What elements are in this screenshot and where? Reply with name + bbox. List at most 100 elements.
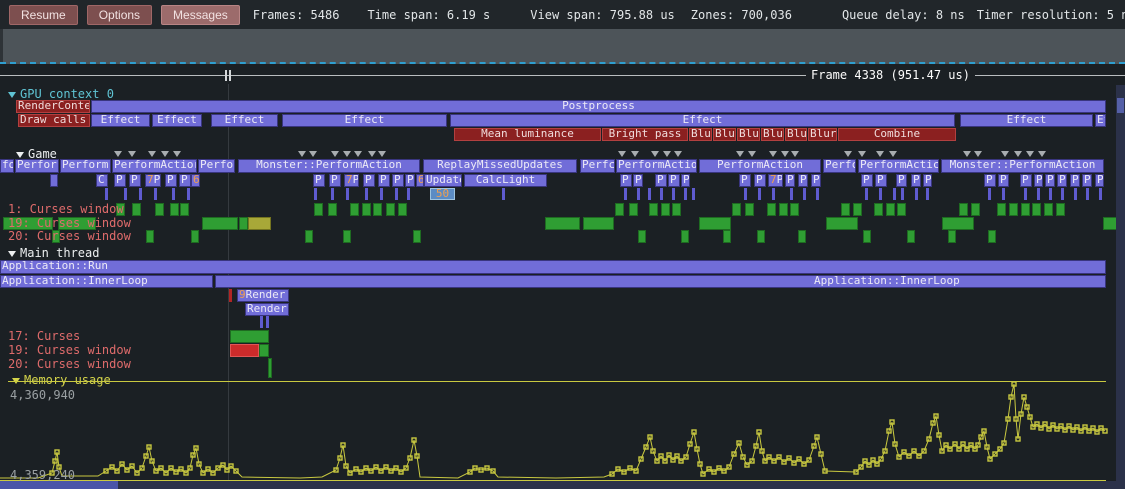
frame-marker-icon[interactable]	[791, 151, 799, 157]
zone[interactable]: P	[798, 174, 808, 187]
zone[interactable]: P	[405, 174, 415, 187]
zone-tick[interactable]	[1061, 188, 1064, 200]
frame-marker-icon[interactable]	[1038, 151, 1046, 157]
frame-marker-icon[interactable]	[378, 151, 386, 157]
zone[interactable]: Draw calls	[18, 114, 90, 127]
zone[interactable]	[661, 203, 670, 216]
zone[interactable]: P	[923, 174, 932, 187]
zone[interactable]	[672, 203, 681, 216]
zone-tick[interactable]	[1037, 188, 1040, 200]
zone-tick[interactable]	[105, 188, 108, 200]
zone-tick[interactable]	[380, 188, 383, 200]
zone[interactable]	[362, 203, 371, 216]
zone[interactable]: P	[633, 174, 643, 187]
zone[interactable]	[826, 217, 858, 230]
zone[interactable]	[649, 203, 658, 216]
zone[interactable]	[386, 203, 395, 216]
zone-tick[interactable]	[893, 188, 896, 200]
zone[interactable]: P	[179, 174, 191, 187]
zone[interactable]: Render	[245, 303, 289, 316]
frame-marker-icon[interactable]	[298, 151, 306, 157]
zone[interactable]: Blur	[713, 128, 736, 141]
frame-marker-icon[interactable]	[769, 151, 777, 157]
zone[interactable]: Effect	[960, 114, 1093, 127]
zone[interactable]: P	[313, 174, 325, 187]
zone-tick[interactable]	[879, 188, 882, 200]
zone[interactable]	[146, 230, 154, 243]
zone-tick[interactable]	[172, 188, 175, 200]
zone-tick[interactable]	[637, 188, 640, 200]
zone[interactable]	[180, 203, 189, 216]
zone[interactable]	[116, 203, 125, 216]
zone-tick[interactable]	[365, 188, 368, 200]
zone[interactable]	[897, 203, 906, 216]
messages-button[interactable]: Messages	[161, 4, 240, 25]
zone[interactable]	[767, 203, 776, 216]
zone[interactable]: P	[129, 174, 141, 187]
zone[interactable]	[248, 217, 271, 230]
zone[interactable]: P	[165, 174, 177, 187]
horizontal-scrollbar[interactable]	[0, 481, 1125, 489]
zone[interactable]: Blu	[785, 128, 807, 141]
zone[interactable]: Perform	[60, 159, 111, 173]
zone-tick[interactable]	[624, 188, 627, 200]
frame-marker-icon[interactable]	[161, 151, 169, 157]
zone[interactable]	[259, 344, 269, 357]
zone[interactable]: P	[875, 174, 887, 187]
zone[interactable]: Perforr	[15, 159, 59, 173]
zone[interactable]: P	[811, 174, 821, 187]
zone[interactable]: PerformActio	[616, 159, 697, 173]
frame-marker-icon[interactable]	[858, 151, 866, 157]
zone-tick[interactable]	[314, 188, 317, 200]
zone-tick[interactable]	[395, 188, 398, 200]
memory-usage-plot[interactable]	[0, 381, 1125, 481]
zone[interactable]: P	[998, 174, 1009, 187]
zone[interactable]	[230, 344, 259, 357]
zone[interactable]	[997, 203, 1006, 216]
zone[interactable]	[155, 203, 164, 216]
zone[interactable]	[132, 203, 141, 216]
zone[interactable]: P	[1045, 174, 1055, 187]
zone[interactable]: 7P	[344, 174, 359, 187]
zone-tick[interactable]	[260, 316, 263, 328]
frame-marker-icon[interactable]	[173, 151, 181, 157]
zone-tick[interactable]	[1086, 188, 1089, 200]
zone-tick[interactable]	[901, 188, 904, 200]
zone[interactable]	[907, 230, 915, 243]
zone-tick[interactable]	[331, 188, 334, 200]
zone[interactable]: P	[392, 174, 404, 187]
frame-marker-icon[interactable]	[651, 151, 659, 157]
zone[interactable]: Update	[424, 174, 462, 187]
zone[interactable]	[841, 203, 850, 216]
zone[interactable]: P	[754, 174, 766, 187]
zone[interactable]: 7P	[768, 174, 783, 187]
zone[interactable]: Monster::PerformAction	[238, 159, 420, 173]
zone[interactable]	[948, 230, 956, 243]
zone[interactable]	[373, 203, 382, 216]
zone[interactable]	[853, 203, 862, 216]
zone-tick[interactable]	[692, 188, 695, 200]
zone[interactable]: P	[984, 174, 996, 187]
zone-tick[interactable]	[154, 188, 157, 200]
zone[interactable]: 6	[416, 174, 424, 187]
zone[interactable]	[305, 230, 313, 243]
zone-tick[interactable]	[865, 188, 868, 200]
zone[interactable]	[1056, 203, 1065, 216]
frame-marker-icon[interactable]	[114, 151, 122, 157]
frame-marker-icon[interactable]	[876, 151, 884, 157]
frames-overview[interactable]	[0, 29, 1125, 64]
zone[interactable]: P	[620, 174, 632, 187]
zone[interactable]	[1044, 203, 1053, 216]
zone[interactable]: PerformAction	[699, 159, 821, 173]
zone-tick[interactable]	[502, 188, 505, 200]
zone[interactable]: P	[655, 174, 667, 187]
zone[interactable]	[615, 203, 624, 216]
zone[interactable]: Perfc	[580, 159, 615, 173]
zone[interactable]: Effect	[211, 114, 278, 127]
zone-tick[interactable]	[124, 188, 127, 200]
zone[interactable]	[268, 358, 272, 378]
zone[interactable]: 7P	[145, 174, 161, 187]
zone-tick[interactable]	[407, 188, 410, 200]
frame-marker-icon[interactable]	[889, 151, 897, 157]
frame-marker-icon[interactable]	[631, 151, 639, 157]
